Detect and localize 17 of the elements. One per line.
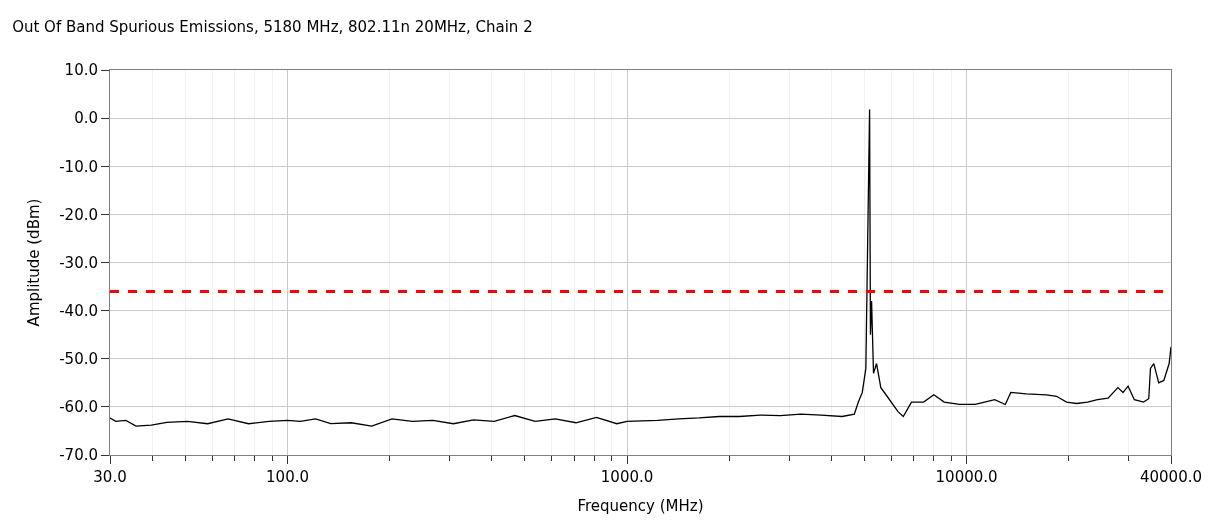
y-tick-label: -50.0 — [59, 350, 98, 368]
x-tick-label: 1000.0 — [600, 468, 654, 486]
y-tick-label: -60.0 — [59, 398, 98, 417]
x-tick-label: 10000.0 — [935, 468, 998, 486]
x-axis-title: Frequency (MHz) — [577, 497, 704, 515]
x-tick-label: 100.0 — [266, 468, 310, 486]
y-tick-label: 0.0 — [74, 109, 98, 128]
x-tick-label: 30.0 — [93, 468, 127, 486]
y-tick-label: -30.0 — [59, 253, 98, 272]
y-tick-label: -70.0 — [59, 446, 98, 465]
y-tick-label: -20.0 — [59, 205, 98, 224]
y-tick-label: -40.0 — [59, 301, 98, 320]
y-tick-label: -10.0 — [59, 157, 98, 176]
x-tick-label: 40000.0 — [1139, 468, 1203, 486]
chart-title: Out Of Band Spurious Emissions, 5180 MHz, 802.11n 20MHz, Chain 2 — [12, 17, 533, 36]
y-axis-title: Amplitude (dBm) — [25, 198, 44, 327]
y-tick-label: 10.0 — [64, 61, 98, 80]
